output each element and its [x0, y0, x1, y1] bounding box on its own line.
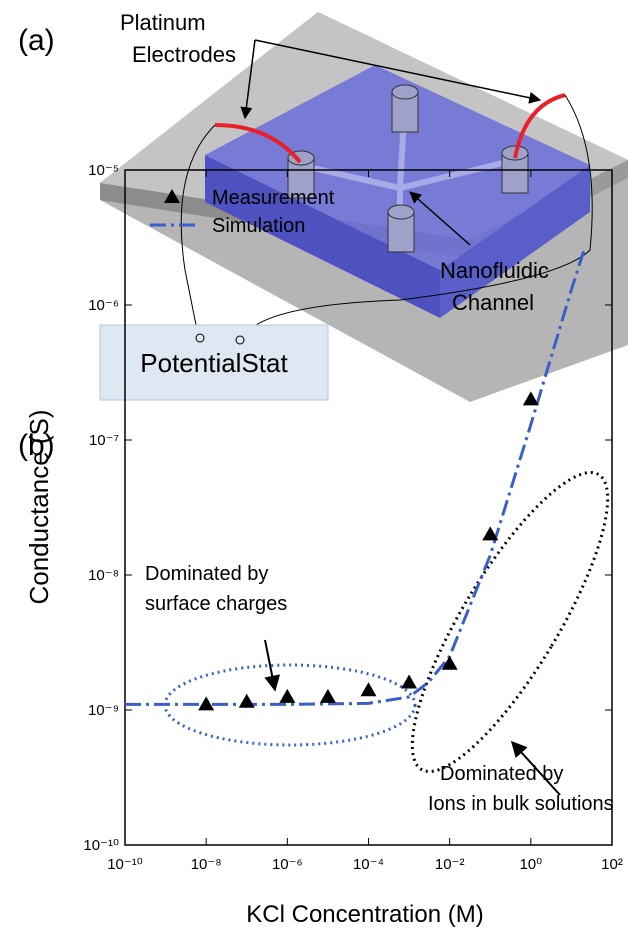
- legend-label: Measurement: [212, 187, 335, 209]
- arrow: [240, 39, 256, 120]
- annotation: Ions in bulk solutions: [428, 793, 614, 815]
- y-tick-label: 10⁻⁸: [88, 567, 119, 584]
- annotation: Channel: [452, 290, 534, 315]
- data-point: [238, 693, 255, 708]
- annotation: Nanofluidic: [440, 258, 549, 283]
- terminal: [195, 333, 205, 343]
- chip-top: [205, 65, 590, 270]
- arrow: [254, 39, 542, 104]
- legend-marker: [164, 189, 180, 203]
- chip-side: [440, 165, 590, 318]
- wire: [180, 124, 216, 336]
- terminal: [235, 335, 245, 345]
- data-point: [482, 526, 499, 541]
- arrow: [264, 639, 281, 692]
- x-tick-label: 10⁻²: [435, 856, 465, 873]
- region-outline: [410, 471, 610, 773]
- electrode: [214, 123, 302, 164]
- y-tick-label: 10⁻⁹: [88, 702, 119, 719]
- data-point: [441, 655, 458, 670]
- y-tick-label: 10⁻⁷: [89, 432, 119, 449]
- data-point: [401, 674, 418, 689]
- chip-front: [205, 155, 440, 318]
- panel-a: (a) Platinum Electrodes Nanofluidic Chan…: [18, 10, 628, 402]
- annotation: Electrodes: [132, 42, 236, 67]
- x-tick-label: 10⁻⁶: [272, 856, 303, 873]
- legend-label: Simulation: [212, 215, 305, 237]
- panel-label: (a): [18, 24, 55, 57]
- data-point: [198, 696, 215, 711]
- y-tick-label: 10⁻⁵: [88, 162, 119, 179]
- x-tick-label: 10⁰: [519, 856, 542, 873]
- data-point: [522, 391, 539, 406]
- electrode: [513, 93, 566, 159]
- arrow: [409, 191, 471, 246]
- annotation: surface charges: [145, 593, 287, 615]
- x-tick-label: 10⁻⁴: [353, 856, 384, 873]
- annotation: Dominated by: [145, 563, 268, 585]
- annotation: Dominated by: [440, 763, 563, 785]
- data-point: [279, 688, 296, 703]
- annotation: Platinum: [120, 10, 206, 35]
- instrument-box: [99, 324, 329, 401]
- panel-b: (b) KCl Concentration (M) Conductance (S…: [18, 162, 623, 928]
- data-point: [319, 688, 336, 703]
- arrow: [510, 740, 561, 796]
- y-axis-label: Conductance (S): [24, 409, 54, 604]
- instrument-label: PotentialStat: [140, 348, 288, 378]
- x-axis-label: KCl Concentration (M): [246, 901, 483, 928]
- wells: [287, 84, 529, 253]
- data-point: [360, 682, 377, 697]
- panel-label: (b): [18, 429, 55, 462]
- y-tick-label: 10⁻⁶: [88, 297, 119, 314]
- x-tick-label: 10⁻¹⁰: [107, 856, 143, 873]
- x-tick-label: 10⁻⁸: [191, 856, 222, 873]
- x-tick-label: 10²: [601, 856, 623, 873]
- y-tick-label: 10⁻¹⁰: [83, 837, 119, 854]
- wire: [242, 94, 593, 339]
